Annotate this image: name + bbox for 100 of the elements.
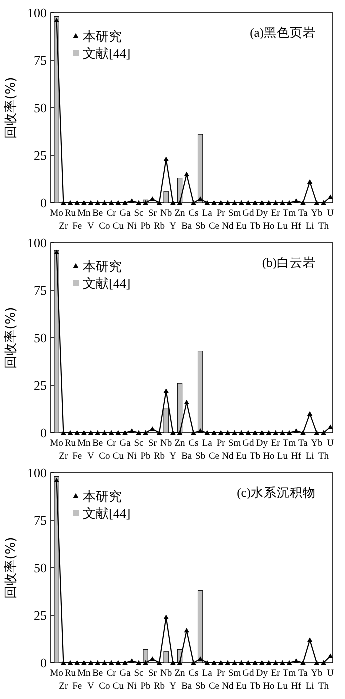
point bbox=[294, 428, 299, 434]
x-tick-label: La bbox=[202, 439, 214, 449]
point bbox=[88, 200, 94, 205]
x-tick-label: Pb bbox=[140, 682, 152, 692]
point bbox=[294, 198, 299, 204]
x-tick-label: Lu bbox=[277, 452, 288, 462]
y-axis-title: 回收率(%) bbox=[3, 537, 19, 599]
x-tick-label: Ga bbox=[120, 439, 132, 449]
x-tick-label: Cu bbox=[112, 452, 124, 462]
point bbox=[88, 430, 94, 435]
x-tick-label: Gd bbox=[242, 439, 255, 449]
x-tick-label: Zr bbox=[59, 222, 69, 232]
x-tick-label: Ce bbox=[208, 682, 220, 692]
x-tick-label: Ga bbox=[120, 209, 132, 219]
point bbox=[260, 430, 265, 435]
x-tick-label: Fe bbox=[72, 222, 82, 232]
point bbox=[150, 196, 156, 202]
x-tick-label: V bbox=[88, 682, 95, 692]
x-tick-label: Th bbox=[318, 682, 330, 692]
x-tick-label: Hf bbox=[291, 682, 302, 692]
x-tick-label: Mo bbox=[50, 209, 64, 219]
point bbox=[82, 430, 87, 435]
point bbox=[294, 658, 299, 664]
point bbox=[225, 430, 231, 435]
legend-label: 文献[44] bbox=[83, 506, 131, 521]
point bbox=[184, 400, 190, 405]
x-tick-label: Dy bbox=[256, 439, 268, 449]
point bbox=[314, 660, 320, 665]
x-tick-label: Nb bbox=[160, 209, 172, 219]
point bbox=[102, 200, 108, 205]
x-tick-label: U bbox=[327, 439, 334, 449]
x-tick-label: Ba bbox=[182, 452, 193, 462]
x-tick-label: Ho bbox=[263, 452, 276, 462]
y-tick-label: 25 bbox=[34, 608, 47, 623]
y-tick-label: 0 bbox=[40, 426, 47, 440]
x-tick-label: Eu bbox=[236, 452, 248, 462]
point bbox=[280, 660, 286, 665]
x-tick-label: Ta bbox=[298, 209, 309, 219]
point bbox=[328, 194, 334, 200]
x-tick-label: Ni bbox=[127, 682, 138, 692]
point bbox=[170, 200, 176, 205]
x-tick-label: Yb bbox=[311, 669, 323, 679]
x-tick-label: Cr bbox=[106, 439, 118, 449]
x-tick-label: Sr bbox=[148, 439, 158, 449]
point bbox=[212, 200, 217, 205]
y-tick-label: 0 bbox=[40, 656, 47, 670]
x-tick-label: Y bbox=[170, 222, 177, 232]
y-tick-label: 100 bbox=[28, 6, 47, 20]
x-tick-label: Lu bbox=[277, 682, 288, 692]
point bbox=[54, 18, 60, 23]
x-tick-label: Li bbox=[306, 682, 315, 692]
point bbox=[321, 200, 326, 205]
point bbox=[232, 430, 238, 435]
x-tick-label: Zr bbox=[59, 452, 69, 462]
point bbox=[232, 200, 238, 205]
point bbox=[280, 200, 286, 205]
point bbox=[108, 660, 114, 665]
point bbox=[328, 654, 334, 658]
point bbox=[143, 430, 148, 435]
x-tick-label: Be bbox=[92, 439, 104, 449]
point bbox=[88, 660, 94, 665]
point bbox=[122, 430, 128, 435]
x-tick-label: Mn bbox=[78, 209, 92, 219]
point bbox=[95, 430, 100, 435]
text: (c)水系沉积物 bbox=[237, 486, 316, 500]
x-tick-label: Ba bbox=[182, 222, 193, 232]
legend-label: 文献[44] bbox=[83, 276, 131, 291]
x-tick-label: Pr bbox=[216, 439, 226, 449]
x-tick-label: Dy bbox=[256, 209, 268, 219]
y-tick-label: 75 bbox=[34, 513, 47, 528]
x-tick-label: Sb bbox=[196, 222, 206, 232]
x-tick-label: Mn bbox=[78, 669, 92, 679]
x-tick-label: Cs bbox=[188, 209, 200, 219]
point bbox=[177, 200, 183, 205]
x-tick-label: Th bbox=[318, 222, 330, 232]
legend-label: 本研究 bbox=[83, 29, 122, 44]
x-tick-label: Pb bbox=[140, 452, 152, 462]
point bbox=[266, 200, 272, 205]
point bbox=[246, 430, 252, 435]
point bbox=[82, 200, 87, 205]
x-tick-label: Ru bbox=[64, 209, 76, 219]
point bbox=[266, 430, 272, 435]
x-tick-label: Pr bbox=[216, 209, 226, 219]
y-tick-label: 25 bbox=[34, 148, 47, 163]
point bbox=[232, 660, 238, 665]
x-tick-label: La bbox=[202, 669, 214, 679]
point bbox=[164, 156, 169, 162]
x-tick-label: Nd bbox=[222, 682, 234, 692]
point bbox=[239, 660, 244, 665]
point bbox=[68, 200, 74, 205]
x-tick-label: Sc bbox=[134, 669, 144, 679]
point bbox=[286, 430, 292, 435]
x-tick-label: U bbox=[327, 209, 334, 219]
x-tick-label: Ce bbox=[208, 452, 220, 462]
point bbox=[156, 660, 162, 665]
point bbox=[122, 200, 128, 205]
x-tick-label: Ce bbox=[208, 222, 220, 232]
y-tick-label: 75 bbox=[34, 53, 47, 68]
point bbox=[68, 430, 74, 435]
point bbox=[260, 200, 265, 205]
